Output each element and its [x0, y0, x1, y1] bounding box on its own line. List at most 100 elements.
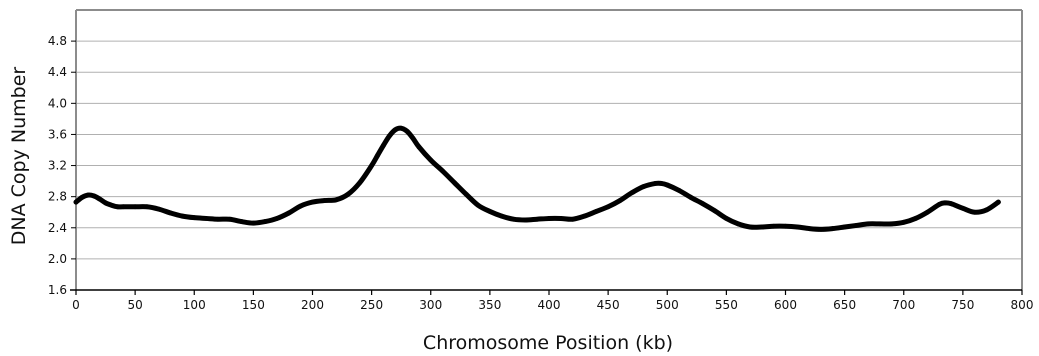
- data-point: [239, 219, 244, 224]
- data-point: [913, 216, 918, 221]
- data-point: [392, 127, 398, 133]
- data-point: [428, 157, 434, 163]
- data-point: [865, 221, 871, 227]
- data-point: [120, 204, 126, 210]
- data-point: [132, 204, 138, 210]
- data-point: [511, 216, 516, 222]
- data-point: [889, 221, 895, 227]
- plot-background: [76, 10, 1022, 290]
- data-point: [114, 204, 120, 210]
- data-point: [191, 215, 197, 221]
- x-tick-label: 100: [183, 298, 206, 312]
- x-tick-label: 650: [833, 298, 856, 312]
- y-tick-label: 4.0: [48, 96, 67, 110]
- x-tick-label: 550: [715, 298, 738, 312]
- data-point: [97, 196, 103, 202]
- data-point: [688, 195, 694, 200]
- data-point: [310, 199, 315, 205]
- data-point: [386, 133, 392, 139]
- x-tick-label: 200: [301, 298, 324, 312]
- data-point: [960, 205, 966, 211]
- data-point: [558, 216, 564, 221]
- data-point: [653, 181, 658, 186]
- x-axis: [70, 40, 1023, 295]
- x-tick-label: 50: [127, 298, 142, 312]
- y-tick-label: 3.6: [48, 127, 67, 141]
- data-point: [806, 226, 812, 231]
- x-tick-label: 600: [774, 298, 797, 312]
- data-point: [925, 209, 930, 215]
- data-point: [901, 219, 907, 225]
- data-point: [180, 213, 185, 219]
- x-axis-label: Chromosome Position (kb): [423, 332, 673, 354]
- data-point: [250, 220, 256, 226]
- data-point: [747, 224, 753, 230]
- y-tick-label: 2.0: [48, 252, 67, 266]
- data-point: [369, 163, 375, 168]
- data-point: [658, 181, 664, 186]
- x-tick-label: 0: [72, 298, 80, 312]
- data-point: [546, 216, 552, 221]
- gridlines: [76, 40, 1022, 260]
- data-point: [830, 226, 836, 231]
- data-point: [759, 224, 765, 230]
- y-tick-label: 4.8: [48, 34, 67, 48]
- data-point: [321, 198, 327, 203]
- data-point: [375, 153, 380, 158]
- data-point: [357, 180, 363, 186]
- x-axis-tick-labels: 0 50 100 150 200 250 300 350 400 450 500 550 600 650 7…: [72, 298, 1033, 312]
- data-point: [499, 213, 505, 219]
- data-point: [877, 221, 883, 227]
- data-point: [440, 168, 445, 174]
- x-tick-label: 450: [597, 298, 620, 312]
- data-point: [109, 202, 114, 208]
- data-point: [723, 216, 729, 221]
- data-point: [641, 184, 646, 189]
- data-point: [227, 216, 233, 222]
- data-point: [700, 201, 706, 207]
- data-point: [593, 209, 599, 214]
- data-point: [463, 191, 469, 197]
- data-point: [85, 192, 91, 198]
- data-point: [274, 216, 280, 221]
- data-point: [948, 201, 954, 207]
- series-layer: [73, 125, 1001, 232]
- data-point: [570, 216, 576, 222]
- data-point: [91, 193, 97, 199]
- y-axis-label: DNA Copy Number: [8, 67, 30, 246]
- data-point: [995, 199, 1001, 205]
- y-tick-label: 1.6: [48, 283, 67, 297]
- plot-area: [76, 10, 1022, 290]
- data-point: [203, 216, 209, 221]
- y-tick-label: 2.8: [48, 190, 67, 204]
- x-tick-label: 800: [1011, 298, 1034, 312]
- data-point: [345, 191, 351, 197]
- data-point: [605, 204, 611, 210]
- data-point: [416, 144, 422, 150]
- data-point: [854, 223, 859, 228]
- x-tick-label: 700: [892, 298, 915, 312]
- data-point: [664, 182, 670, 188]
- data-point: [676, 188, 682, 193]
- x-tick-label: 350: [478, 298, 501, 312]
- plot-frame: [75, 9, 1023, 290]
- data-point: [942, 200, 948, 206]
- y-tick-label: 3.2: [48, 159, 67, 173]
- data-point: [794, 224, 800, 230]
- data-point: [144, 204, 150, 210]
- data-point: [629, 190, 635, 196]
- data-point: [534, 216, 540, 222]
- x-tick-label: 750: [951, 298, 974, 312]
- data-point: [410, 135, 416, 141]
- data-point: [783, 223, 788, 229]
- data-point: [972, 209, 978, 215]
- data-point: [73, 199, 79, 205]
- data-point: [522, 217, 528, 223]
- x-tick-label: 400: [538, 298, 561, 312]
- data-point: [298, 203, 304, 209]
- data-point: [487, 209, 493, 214]
- data-point: [452, 180, 457, 186]
- data-point: [842, 224, 848, 230]
